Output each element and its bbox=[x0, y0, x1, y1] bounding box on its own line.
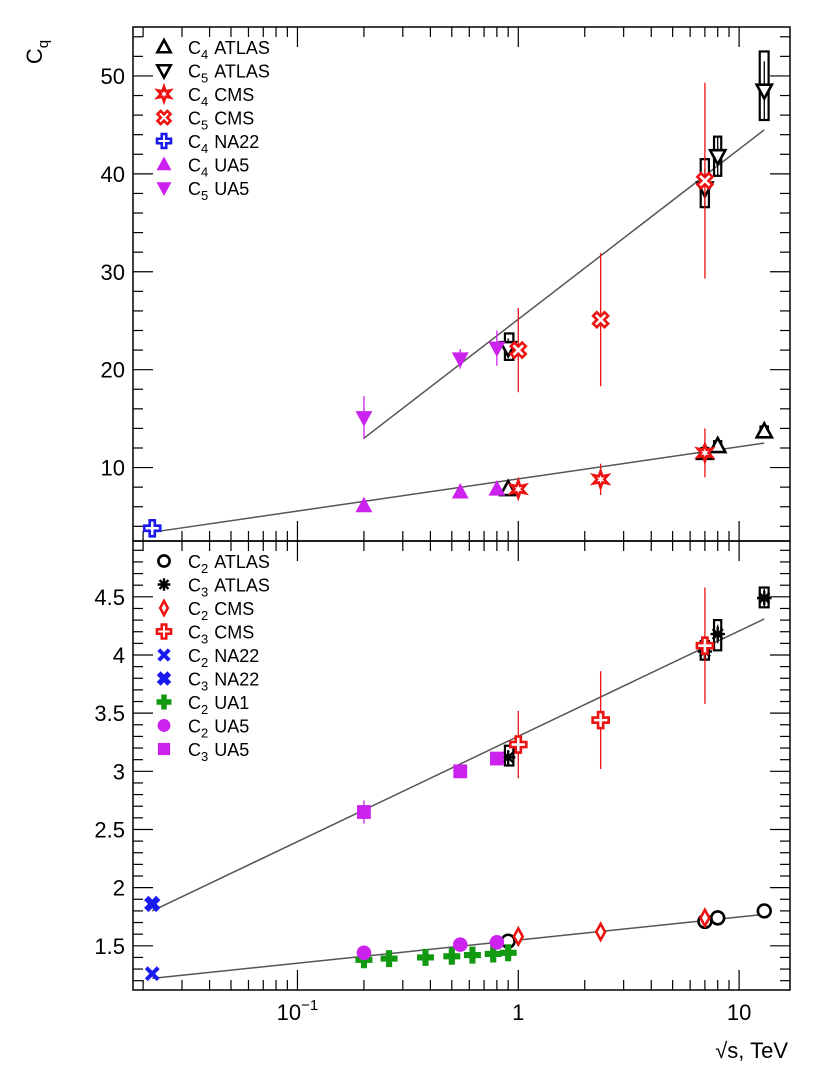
c2-atlas-point bbox=[710, 910, 726, 926]
c4-atlas-point bbox=[754, 420, 775, 439]
bottom-y-tick-label: 4.5 bbox=[94, 585, 125, 610]
c5-atlas-point bbox=[707, 148, 728, 167]
c5-ua5-point bbox=[488, 341, 506, 358]
c2-na22-point bbox=[144, 966, 160, 982]
c3-atlas-point bbox=[500, 750, 516, 765]
legend-c3-ua5-marker bbox=[157, 742, 171, 756]
legend-c2-cms-label: C2 CMS bbox=[188, 599, 254, 623]
c3-ua5-point bbox=[489, 751, 504, 766]
legend-c5-atlas-marker bbox=[155, 63, 173, 81]
legend-c3-atlas-label: C3 ATLAS bbox=[188, 576, 270, 600]
legend-c2-atlas-label: C2 ATLAS bbox=[188, 552, 270, 576]
c3-atlas-point bbox=[710, 626, 725, 642]
y-axis-title: Cq bbox=[22, 40, 52, 64]
x-axis-labels: 10−1 1 10 bbox=[277, 997, 752, 1025]
c4-ua5-point bbox=[355, 496, 373, 513]
top-y-tick-label: 10 bbox=[101, 456, 125, 481]
legend-c3-ua5-label: C3 UA5 bbox=[188, 740, 249, 764]
c3-ua5-point bbox=[357, 805, 371, 819]
c3-cms-point bbox=[695, 636, 715, 655]
c2-ua5-point bbox=[452, 937, 468, 952]
bottom-y-tick-label: 1.5 bbox=[94, 934, 125, 959]
bottom-y-tick-label: 4 bbox=[113, 643, 125, 668]
bottom-y-tick-label: 2.5 bbox=[94, 817, 125, 842]
legend-c5-cms-label: C5 CMS bbox=[188, 109, 254, 133]
legend-c5-ua5-label: C5 UA5 bbox=[188, 179, 249, 203]
legend-c3-atlas-marker bbox=[157, 578, 171, 591]
legend-c2-atlas-marker bbox=[157, 554, 171, 568]
c3-cms-point bbox=[508, 735, 528, 754]
bottom-plot-frame bbox=[132, 540, 791, 991]
legend-c3-na22-marker bbox=[156, 671, 172, 686]
c2-cms-point bbox=[594, 921, 607, 943]
legend-c5-atlas-label: C5 ATLAS bbox=[188, 62, 270, 86]
c3-atlas-point bbox=[757, 590, 772, 606]
legend-c5-cms-marker bbox=[155, 109, 173, 126]
c5-cms-point bbox=[508, 340, 528, 360]
x-tick-label: 10 bbox=[727, 1000, 751, 1025]
c4-cms-point bbox=[694, 440, 716, 466]
c5-cms-point bbox=[695, 171, 715, 191]
legend-c4-cms-marker bbox=[154, 82, 174, 106]
c2-ua1-point bbox=[443, 947, 461, 965]
c2-ua1-point bbox=[484, 945, 502, 963]
c4-ua5-point bbox=[451, 482, 469, 499]
c5-ua5-point bbox=[451, 352, 469, 368]
legend-c2-na22-label: C2 NA22 bbox=[188, 646, 259, 670]
bottom-y-tick-label: 2 bbox=[113, 876, 125, 901]
top-y-tick-label: 20 bbox=[101, 358, 125, 383]
c2-ua1-point bbox=[499, 944, 517, 962]
c2-ua1-point bbox=[416, 948, 434, 966]
c4-cms-point bbox=[589, 466, 612, 492]
legend-c4-cms-label: C4 CMS bbox=[188, 85, 254, 109]
top-fit-line bbox=[363, 129, 765, 439]
c3-cms-point bbox=[591, 710, 610, 730]
c4-ua5-point bbox=[488, 480, 506, 496]
legend-c4-atlas-label: C4 ATLAS bbox=[188, 38, 270, 62]
axis-titles: Cq √s, TeV bbox=[22, 40, 788, 1063]
top-y-tick-label: 30 bbox=[101, 260, 125, 285]
c3-na22-point bbox=[144, 895, 161, 913]
c4-na22-point bbox=[142, 518, 162, 538]
c2-ua5-point bbox=[489, 935, 505, 950]
legend-c2-ua5-label: C2 UA5 bbox=[188, 717, 249, 741]
legend-c3-cms-label: C3 CMS bbox=[188, 623, 254, 647]
c3-ua5-point bbox=[453, 764, 468, 779]
legend-c4-na22-label: C4 NA22 bbox=[188, 132, 259, 156]
legend-c4-ua5-label: C4 UA5 bbox=[188, 156, 249, 180]
x-axis-title: √s, TeV bbox=[715, 1038, 788, 1063]
legend-c2-na22-marker bbox=[157, 648, 171, 662]
legend-c2-ua1-marker bbox=[156, 694, 172, 710]
c2-ua1-point bbox=[380, 950, 398, 968]
c2-cms-point bbox=[699, 907, 711, 929]
legend-c2-cms-marker bbox=[158, 598, 170, 618]
legend-c2-ua1-label: C2 UA1 bbox=[188, 693, 249, 717]
top-y-tick-label: 40 bbox=[101, 162, 125, 187]
c4-cms-point bbox=[507, 476, 530, 502]
top-y-tick-label: 50 bbox=[101, 64, 125, 89]
legend-c4-ua5-marker bbox=[156, 156, 172, 171]
legend-c3-cms-marker bbox=[155, 623, 173, 640]
legend-c4-na22-marker bbox=[155, 132, 173, 150]
bottom-y-tick-label: 3 bbox=[113, 759, 125, 784]
legend-c3-na22-label: C3 NA22 bbox=[188, 670, 259, 694]
legend-c2-ua5-marker bbox=[157, 719, 171, 732]
c2-ua5-point bbox=[356, 945, 372, 961]
x-tick-label: 10−1 bbox=[277, 997, 319, 1025]
c2-atlas-point bbox=[756, 903, 772, 919]
bottom-y-tick-label: 3.5 bbox=[94, 701, 125, 726]
x-tick-label: 1 bbox=[512, 1000, 524, 1025]
c5-cms-point bbox=[591, 310, 610, 330]
legend-c4-atlas-marker bbox=[155, 37, 173, 54]
c2-cms-point bbox=[512, 925, 525, 948]
c2-ua1-point bbox=[463, 946, 481, 964]
c5-ua5-point bbox=[355, 411, 373, 427]
legend-c5-ua5-marker bbox=[156, 182, 172, 197]
c5-atlas-point bbox=[754, 83, 775, 102]
